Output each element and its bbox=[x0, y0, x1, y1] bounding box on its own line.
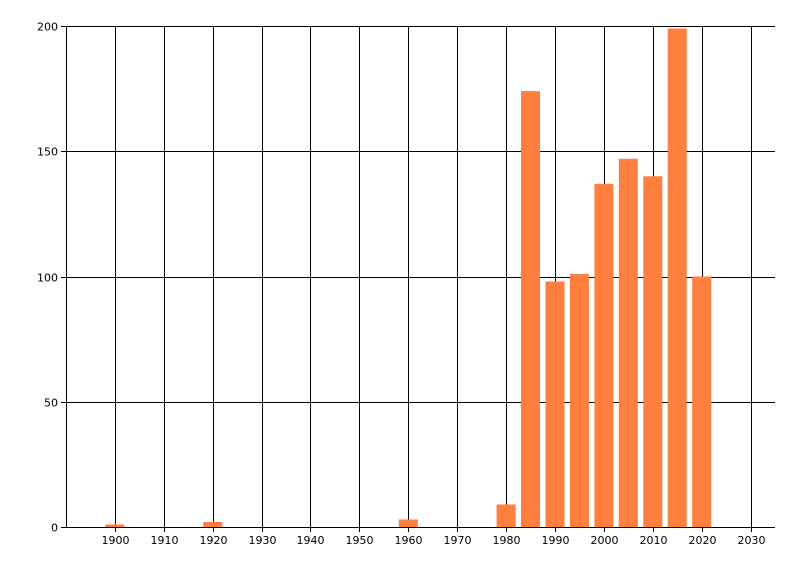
y-tick-label: 50 bbox=[44, 397, 58, 410]
bar bbox=[496, 504, 516, 527]
bar bbox=[643, 176, 663, 528]
bar bbox=[569, 274, 589, 527]
x-tick-label: 1960 bbox=[395, 534, 423, 547]
axes bbox=[61, 26, 775, 532]
x-tick-label: 2030 bbox=[738, 534, 766, 547]
x-tick-label: 1920 bbox=[200, 534, 228, 547]
bars bbox=[105, 28, 712, 528]
bar bbox=[667, 28, 687, 527]
x-tick-label: 1950 bbox=[346, 534, 374, 547]
bar bbox=[398, 519, 418, 527]
x-tick-label: 1930 bbox=[249, 534, 277, 547]
bar bbox=[594, 183, 614, 528]
x-tick-label: 2010 bbox=[640, 534, 668, 547]
y-tick-label: 0 bbox=[51, 522, 58, 535]
x-tick-label: 1980 bbox=[493, 534, 521, 547]
bar bbox=[545, 281, 565, 527]
x-tick-label: 2000 bbox=[591, 534, 619, 547]
y-tick-label: 150 bbox=[37, 146, 58, 159]
x-tick-label: 1900 bbox=[102, 534, 130, 547]
x-tick-label: 1990 bbox=[542, 534, 570, 547]
bar bbox=[692, 276, 712, 527]
y-tick-label: 200 bbox=[37, 21, 58, 34]
x-tick-label: 1940 bbox=[297, 534, 325, 547]
x-tick-label: 1910 bbox=[151, 534, 179, 547]
bar bbox=[105, 524, 125, 527]
x-tick-label: 1970 bbox=[444, 534, 472, 547]
bar bbox=[203, 522, 223, 527]
bar bbox=[618, 158, 638, 528]
x-tick-label: 2020 bbox=[689, 534, 717, 547]
bar bbox=[521, 91, 540, 527]
y-tick-label: 100 bbox=[37, 272, 58, 285]
tick-labels: 0 50 100 150 200 1900 1910 1920 1930 1940 1950 1960… bbox=[37, 21, 766, 548]
